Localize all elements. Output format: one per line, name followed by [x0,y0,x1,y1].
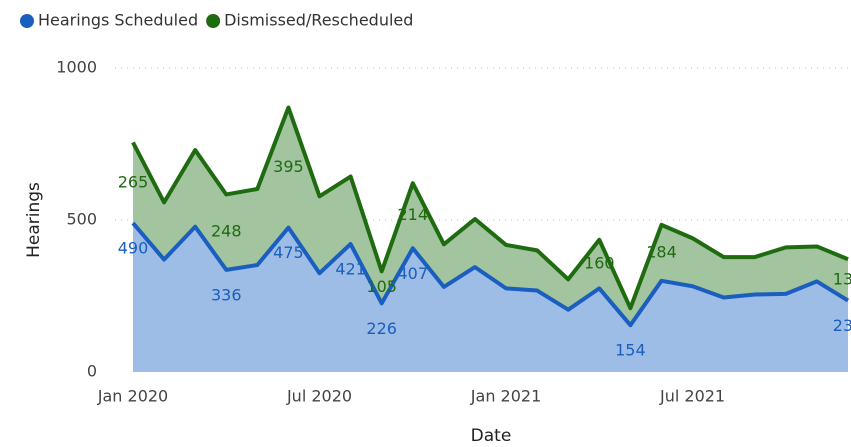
data-label: 265 [118,172,149,191]
y-tick-label: 1000 [56,58,97,77]
x-tick-label: Jul 2021 [659,387,725,406]
data-label: 490 [118,239,149,258]
x-axis-label: Date [471,426,512,446]
legend-label: Dismissed/Rescheduled [224,11,413,30]
y-axis-label: Hearings [24,182,44,258]
data-label: 395 [273,157,304,176]
legend-marker [206,14,221,28]
y-tick-label: 0 [87,362,97,381]
line [131,105,849,311]
data-label: 105 [366,277,397,296]
data-label: 336 [211,285,242,304]
data-label: 154 [615,341,646,360]
data-label: 136 [833,269,851,288]
data-label: 407 [398,264,429,283]
x-tick-label: Jul 2020 [286,387,352,406]
data-label: 160 [584,254,615,273]
data-label: 214 [398,205,429,224]
area [133,107,848,326]
x-tick-label: Jan 2021 [470,387,541,406]
y-tick-label: 500 [66,210,97,229]
data-label: 184 [646,242,677,261]
data-label: 248 [211,222,242,241]
data-label: 235 [833,316,851,335]
line [131,221,850,328]
x-tick-label: Jan 2020 [97,387,168,406]
legend-label: Hearings Scheduled [38,11,198,30]
data-label: 226 [366,319,397,338]
area [133,223,848,372]
data-label: 475 [273,243,304,262]
legend-marker [20,14,34,28]
data-label: 421 [335,260,366,279]
